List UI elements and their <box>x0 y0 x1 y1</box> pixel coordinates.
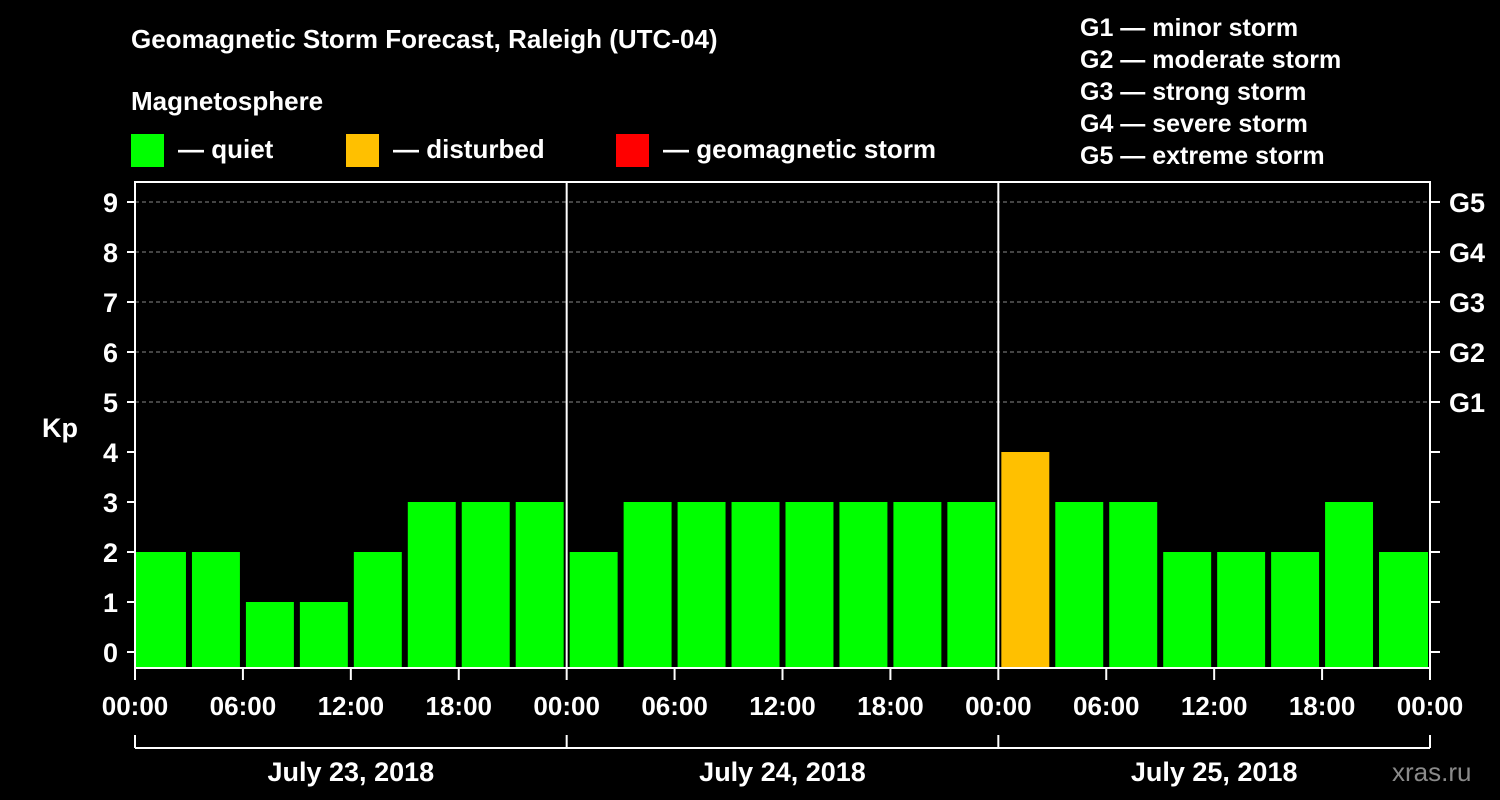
x-tick-label-5: 06:00 <box>641 691 708 721</box>
y-tick-label-4: 4 <box>103 438 118 468</box>
legend-heading: Magnetosphere <box>131 86 324 116</box>
x-tick-label-9: 06:00 <box>1073 691 1140 721</box>
legend-swatch-quiet <box>131 134 164 167</box>
kp-bar-13 <box>839 502 888 668</box>
x-tick-label-3: 18:00 <box>426 691 493 721</box>
kp-bar-4 <box>353 552 402 668</box>
x-tick-label-0: 00:00 <box>102 691 169 721</box>
kp-bar-21 <box>1271 552 1320 668</box>
x-tick-label-12: 00:00 <box>1397 691 1464 721</box>
kp-bar-16 <box>1001 452 1050 668</box>
y-tick-label-9: 9 <box>103 188 118 218</box>
kp-bar-15 <box>947 502 996 668</box>
right-label-G3: G3 <box>1449 288 1485 318</box>
y-tick-label-2: 2 <box>103 538 118 568</box>
kp-bar-0 <box>136 552 186 668</box>
x-tick-label-10: 12:00 <box>1181 691 1248 721</box>
storm-level-g1: G1 — minor storm <box>1080 14 1299 42</box>
y-tick-label-8: 8 <box>103 238 118 268</box>
kp-bar-22 <box>1325 502 1374 668</box>
y-tick-label-6: 6 <box>103 338 118 368</box>
legend-label-quiet: — quiet <box>178 134 274 164</box>
kp-bar-17 <box>1055 502 1104 668</box>
chart-title: Geomagnetic Storm Forecast, Raleigh (UTC… <box>131 24 718 54</box>
y-tick-label-0: 0 <box>103 638 118 668</box>
x-tick-label-7: 18:00 <box>857 691 924 721</box>
legend-swatch-disturbed <box>346 134 379 167</box>
kp-bar-8 <box>569 552 618 668</box>
kp-bar-11 <box>731 502 780 668</box>
kp-bar-6 <box>461 502 510 668</box>
legend-swatch-storm <box>616 134 649 167</box>
x-tick-label-2: 12:00 <box>318 691 385 721</box>
day-label-2: July 25, 2018 <box>1131 757 1298 787</box>
kp-bar-12 <box>785 502 834 668</box>
kp-bar-23 <box>1379 552 1428 668</box>
legend-label-disturbed: — disturbed <box>393 134 545 164</box>
kp-bar-1 <box>191 552 240 668</box>
right-label-G1: G1 <box>1449 388 1485 418</box>
right-label-G2: G2 <box>1449 338 1485 368</box>
kp-bar-5 <box>407 502 456 668</box>
legend-label-storm: — geomagnetic storm <box>663 134 937 164</box>
kp-bar-9 <box>623 502 672 668</box>
right-label-G4: G4 <box>1449 238 1485 268</box>
kp-bar-14 <box>893 502 942 668</box>
y-tick-label-5: 5 <box>103 388 118 418</box>
kp-bar-19 <box>1163 552 1212 668</box>
kp-bar-20 <box>1217 552 1266 668</box>
right-label-G5: G5 <box>1449 188 1485 218</box>
y-axis-label: Kp <box>42 413 78 443</box>
y-tick-label-1: 1 <box>103 588 118 618</box>
day-label-0: July 23, 2018 <box>268 757 435 787</box>
y-tick-label-7: 7 <box>103 288 118 318</box>
kp-bar-18 <box>1109 502 1158 668</box>
kp-bar-2 <box>245 602 294 668</box>
storm-level-g2: G2 — moderate storm <box>1080 46 1342 74</box>
kp-bar-7 <box>515 502 564 668</box>
day-label-1: July 24, 2018 <box>699 757 866 787</box>
y-tick-label-3: 3 <box>103 488 118 518</box>
storm-level-g4: G4 — severe storm <box>1080 110 1308 138</box>
storm-level-g3: G3 — strong storm <box>1080 78 1307 106</box>
x-tick-label-6: 12:00 <box>749 691 816 721</box>
x-tick-label-8: 00:00 <box>965 691 1032 721</box>
x-tick-label-11: 18:00 <box>1289 691 1356 721</box>
kp-bar-10 <box>677 502 726 668</box>
x-tick-label-1: 06:00 <box>210 691 277 721</box>
kp-bar-3 <box>299 602 348 668</box>
watermark: xras.ru <box>1392 757 1472 787</box>
storm-level-g5: G5 — extreme storm <box>1080 142 1325 170</box>
x-tick-label-4: 00:00 <box>533 691 600 721</box>
